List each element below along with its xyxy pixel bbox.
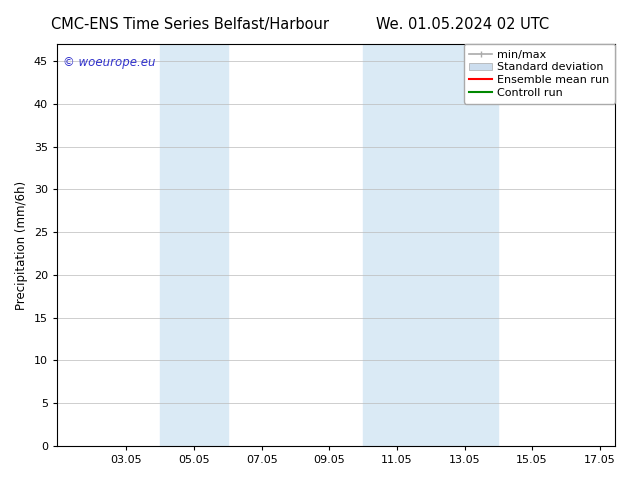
Text: We. 01.05.2024 02 UTC: We. 01.05.2024 02 UTC (376, 17, 550, 32)
Text: CMC-ENS Time Series Belfast/Harbour: CMC-ENS Time Series Belfast/Harbour (51, 17, 329, 32)
Bar (160, 44, 228, 446)
Y-axis label: Precipitation (mm/6h): Precipitation (mm/6h) (15, 180, 29, 310)
Legend: min/max, Standard deviation, Ensemble mean run, Controll run: min/max, Standard deviation, Ensemble me… (464, 44, 615, 103)
Text: © woeurope.eu: © woeurope.eu (63, 56, 155, 69)
Bar (430, 44, 498, 446)
Bar (363, 44, 430, 446)
